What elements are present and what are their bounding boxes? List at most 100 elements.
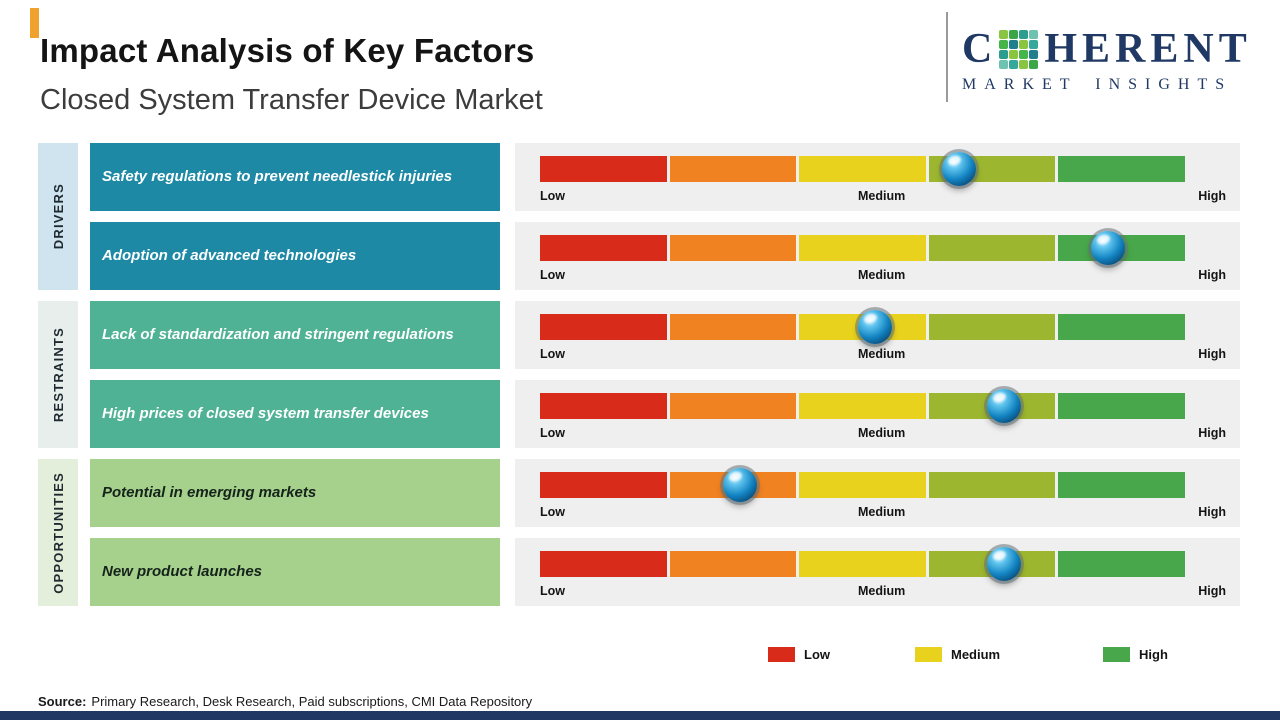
logo-mosaic-o-icon: [999, 29, 1039, 69]
legend-label-medium: Medium: [951, 647, 1001, 662]
factor-text: Lack of standardization and stringent re…: [102, 326, 454, 344]
scale-segment-green: [1058, 551, 1185, 577]
impact-scale-panel: Low Medium High: [515, 222, 1240, 290]
sidebar-group-opportunities: OPPORTUNITIES: [38, 459, 78, 606]
impact-row: Adoption of advanced technologies Low Me…: [0, 222, 1280, 290]
scale-label-low: Low: [540, 426, 565, 440]
scale-segment-green: [1058, 472, 1185, 498]
scale-label-medium: Medium: [857, 268, 906, 282]
scale-segment-red: [540, 314, 667, 340]
impact-row: Potential in emerging markets Low Medium…: [0, 459, 1280, 527]
scale-label-high: High: [1198, 268, 1226, 282]
impact-scale-panel: Low Medium High: [515, 538, 1240, 606]
impact-row: High prices of closed system transfer de…: [0, 380, 1280, 448]
factor-text: Adoption of advanced technologies: [102, 247, 357, 265]
impact-marker-icon: [858, 310, 893, 344]
title-accent-bar: [30, 8, 39, 38]
scale-label-high: High: [1198, 189, 1226, 203]
factor-label-box: High prices of closed system transfer de…: [90, 380, 500, 448]
scale-segment-yellow: [799, 235, 926, 261]
scale-labels: Low Medium High: [540, 426, 1226, 440]
logo-divider: [946, 12, 948, 102]
scale-label-high: High: [1198, 347, 1226, 361]
scale-labels: Low Medium High: [540, 505, 1226, 519]
brand-tagline: MARKET INSIGHTS: [962, 76, 1233, 93]
scale-labels: Low Medium High: [540, 268, 1226, 282]
legend-item-high: High: [1103, 647, 1168, 662]
scale-segment-orange: [669, 235, 797, 261]
scale-labels: Low Medium High: [540, 347, 1226, 361]
scale-segment-orange: [669, 393, 797, 419]
scale-label-medium: Medium: [857, 189, 906, 203]
impact-marker-icon: [1090, 231, 1125, 265]
legend-swatch-medium: [915, 647, 942, 662]
brand-wordmark: C HERENT: [962, 28, 1262, 70]
factor-text: Potential in emerging markets: [102, 484, 317, 502]
impact-marker-icon: [987, 389, 1022, 423]
page-title: Impact Analysis of Key Factors: [40, 32, 535, 69]
impact-scale-panel: Low Medium High: [515, 301, 1240, 369]
legend-item-low: Low: [768, 647, 830, 662]
sidebar-group-drivers: DRIVERS: [38, 143, 78, 290]
scale-label-low: Low: [540, 189, 565, 203]
scale-segment-olive: [928, 235, 1056, 261]
scale-segment-yellow: [799, 156, 926, 182]
scale-labels: Low Medium High: [540, 189, 1226, 203]
scale-segment-orange: [669, 156, 797, 182]
scale-segment-red: [540, 393, 667, 419]
footer-bar: [0, 711, 1280, 720]
scale-label-medium: Medium: [857, 347, 906, 361]
scale-label-low: Low: [540, 347, 565, 361]
sidebar-group-restraints: RESTRAINTS: [38, 301, 78, 448]
source-line: Source: Primary Research, Desk Research, …: [38, 694, 532, 709]
impact-marker-icon: [987, 547, 1022, 581]
scale-segment-yellow: [799, 393, 926, 419]
scale-label-low: Low: [540, 505, 565, 519]
scale-label-medium: Medium: [857, 584, 906, 598]
scale-segment-olive: [928, 314, 1056, 340]
scale-label-low: Low: [540, 584, 565, 598]
legend-swatch-low: [768, 647, 795, 662]
factor-label-box: Adoption of advanced technologies: [90, 222, 500, 290]
scale-segment-green: [1058, 393, 1185, 419]
factor-text: High prices of closed system transfer de…: [102, 405, 429, 423]
impact-row: Safety regulations to prevent needlestic…: [0, 143, 1280, 211]
scale-label-medium: Medium: [857, 505, 906, 519]
impact-scale-bar: [540, 152, 1185, 186]
legend-label-low: Low: [804, 647, 830, 662]
scale-segment-red: [540, 235, 667, 261]
source-prefix: Source:: [38, 694, 87, 709]
scale-segment-red: [540, 156, 667, 182]
impact-scale-bar: [540, 547, 1185, 581]
factor-text: New product launches: [102, 563, 263, 581]
scale-label-low: Low: [540, 268, 565, 282]
scale-segment-yellow: [799, 472, 926, 498]
page-subtitle: Closed System Transfer Device Market: [40, 84, 543, 116]
scale-segment-yellow: [799, 551, 926, 577]
logo-letters-herent: HERENT: [1044, 26, 1252, 72]
scale-segment-orange: [669, 551, 797, 577]
factor-label-box: Potential in emerging markets: [90, 459, 500, 527]
factor-text: Safety regulations to prevent needlestic…: [102, 168, 453, 186]
impact-scale-bar: [540, 389, 1185, 423]
factor-label-box: New product launches: [90, 538, 500, 606]
factor-label-box: Lack of standardization and stringent re…: [90, 301, 500, 369]
legend-swatch-high: [1103, 647, 1130, 662]
scale-segment-green: [1058, 314, 1185, 340]
factor-label-box: Safety regulations to prevent needlestic…: [90, 143, 500, 211]
impact-scale-panel: Low Medium High: [515, 380, 1240, 448]
scale-segment-red: [540, 472, 667, 498]
impact-row: New product launches Low Medium High: [0, 538, 1280, 606]
brand-logo: C HERENT MARKET INSIGHTS: [962, 28, 1262, 94]
legend-label-high: High: [1139, 647, 1168, 662]
impact-marker-icon: [722, 468, 757, 502]
legend-item-medium: Medium: [915, 647, 1000, 662]
impact-scale-bar: [540, 231, 1185, 265]
scale-label-high: High: [1198, 505, 1226, 519]
scale-labels: Low Medium High: [540, 584, 1226, 598]
scale-segment-orange: [669, 314, 797, 340]
scale-label-high: High: [1198, 426, 1226, 440]
scale-label-high: High: [1198, 584, 1226, 598]
impact-row: Lack of standardization and stringent re…: [0, 301, 1280, 369]
